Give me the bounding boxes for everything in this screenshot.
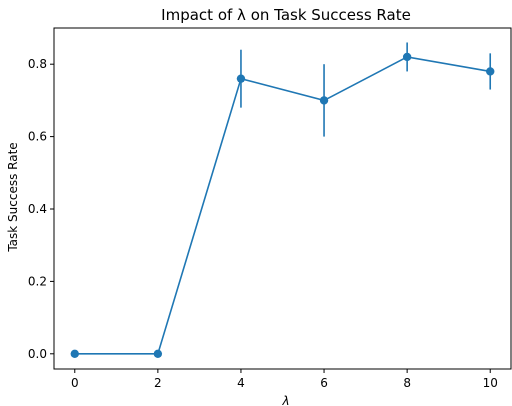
series-layer xyxy=(70,42,495,358)
x-tick-label: 4 xyxy=(237,376,245,390)
y-tick-label: 0.8 xyxy=(28,57,47,71)
x-tick-label: 8 xyxy=(403,376,411,390)
data-point xyxy=(153,349,163,358)
y-axis-label: Task Success Rate xyxy=(6,142,20,252)
x-tick-label: 2 xyxy=(154,376,162,390)
plot-frame xyxy=(53,27,512,370)
data-point xyxy=(319,96,329,105)
y-tick-label: 0.4 xyxy=(28,202,47,216)
y-tick-label: 0.0 xyxy=(28,347,47,361)
y-tick-label: 0.2 xyxy=(28,274,47,288)
data-point xyxy=(70,349,79,358)
x-tick-label: 0 xyxy=(71,376,79,390)
x-tick-label: 6 xyxy=(320,376,328,390)
chart-title: Impact of λ on Task Success Rate xyxy=(161,6,411,24)
x-axis-label: λ xyxy=(281,394,289,406)
x-tick-label: 10 xyxy=(483,376,498,390)
series-line xyxy=(74,56,491,355)
y-tick-label: 0.6 xyxy=(28,130,47,144)
data-point xyxy=(236,74,246,83)
ticks-layer: 0 2 4 6 8 10 0.0 0.2 0.4 0.6 0.8 xyxy=(28,57,498,390)
data-point xyxy=(486,67,495,76)
data-point xyxy=(402,52,412,62)
